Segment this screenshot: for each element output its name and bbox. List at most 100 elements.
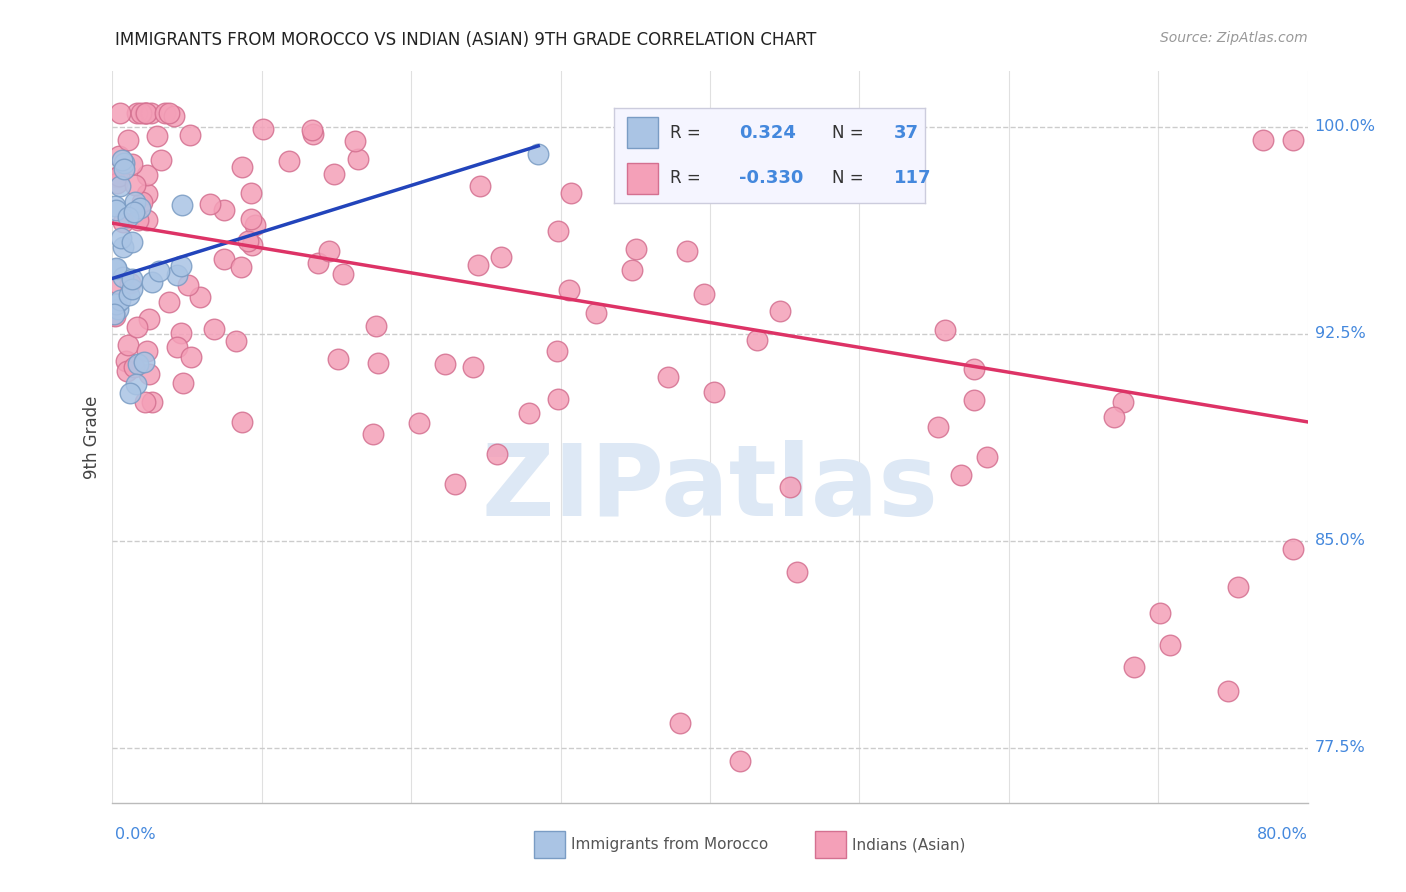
Point [176,277,198,292]
Point [129,105,152,120]
Point [157,295,180,310]
Point [231,415,253,429]
Text: 77.5%: 77.5% [1315,740,1365,756]
Point [1149,606,1171,620]
Point [131,194,153,209]
Point [560,186,582,201]
Point [134,355,156,369]
Point [180,351,202,365]
Point [155,105,177,120]
Point [125,319,148,334]
Point [105,169,128,184]
Point [527,147,550,161]
Point [108,148,131,162]
Point [170,198,193,212]
Point [1111,394,1133,409]
Bar [627,163,658,194]
Point [138,312,160,326]
Point [443,477,465,491]
Point [517,406,540,420]
Point [125,377,148,392]
Text: N =: N = [832,124,863,142]
Point [239,186,262,201]
Point [200,196,222,211]
Point [118,277,141,291]
Point [188,290,211,304]
Point [141,276,163,290]
Point [110,178,132,193]
Point [115,353,138,368]
Point [107,301,129,316]
Text: R =: R = [671,169,702,187]
Point [117,211,139,225]
Point [149,153,172,168]
Point [110,293,132,307]
Point [692,286,714,301]
Point [950,468,973,483]
Point [231,260,253,274]
Point [104,296,127,310]
Point [366,318,388,333]
Point [145,128,167,143]
Point [302,127,325,141]
Point [963,362,986,376]
Point [702,384,724,399]
Point [105,277,128,291]
Point [117,363,139,377]
Point [675,244,697,258]
Point [786,565,808,579]
Point [485,447,508,461]
Point [166,341,188,355]
Point [238,234,260,248]
Point [111,153,134,167]
Point [467,258,489,272]
Point [277,153,299,168]
Point [103,199,125,213]
Text: 0.324: 0.324 [738,124,796,142]
Point [108,169,131,184]
Point [547,224,569,238]
Point [148,263,170,277]
Text: IMMIGRANTS FROM MOROCCO VS INDIAN (ASIAN) 9TH GRADE CORRELATION CHART: IMMIGRANTS FROM MOROCCO VS INDIAN (ASIAN… [115,31,817,49]
Point [240,211,263,226]
Point [124,359,146,374]
Point [157,105,180,120]
Point [318,244,340,258]
Point [202,322,225,336]
Point [105,176,128,190]
Point [367,356,389,370]
Text: N =: N = [832,169,863,187]
Point [301,123,323,137]
Point [962,393,984,408]
Point [585,306,607,320]
Point [104,310,127,324]
Point [1104,409,1126,424]
Text: 85.0%: 85.0% [1315,533,1365,548]
Point [344,135,367,149]
Point [170,259,193,273]
Text: Immigrants from Morocco: Immigrants from Morocco [571,838,768,852]
Point [1123,660,1146,674]
Point [129,201,152,215]
Point [122,204,145,219]
Point [134,394,156,409]
Text: 100.0%: 100.0% [1315,119,1375,134]
Point [121,235,143,249]
Text: 92.5%: 92.5% [1315,326,1365,341]
Point [240,237,263,252]
Point [141,105,163,120]
Point [112,240,135,254]
Point [124,178,146,192]
Text: Indians (Asian): Indians (Asian) [852,838,966,852]
Point [135,105,157,120]
Point [179,128,201,142]
Point [103,307,125,321]
Point [135,105,157,120]
Point [170,326,193,340]
Point [121,282,143,296]
Point [127,105,149,120]
Point [127,212,149,227]
Point [136,168,159,182]
Point [136,213,159,227]
Point [124,194,146,209]
